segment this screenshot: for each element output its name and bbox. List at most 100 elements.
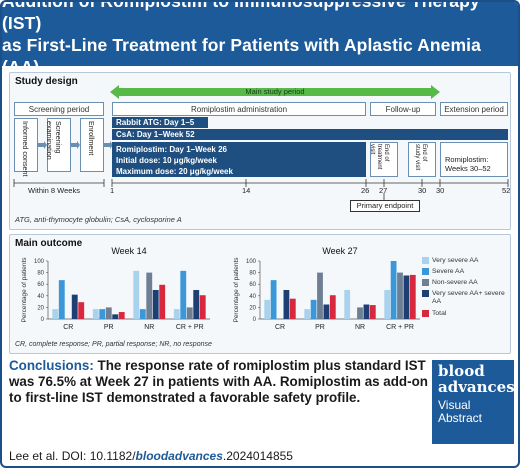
bar-w14-CRPR-s3 xyxy=(193,290,200,319)
chart-xtick-label-w27: NR xyxy=(355,324,365,331)
primary-endpoint-box: Primary endpoint xyxy=(350,200,420,212)
main-outcome-heading: Main outcome xyxy=(15,238,83,249)
bar-w27-CRPR-s0 xyxy=(384,290,391,319)
bar-w14-NR-s4 xyxy=(159,284,166,319)
enrollment-label: Enrollment xyxy=(87,121,96,156)
outcome-abbreviations: CR, complete response; PR, partial respo… xyxy=(15,341,212,348)
legend-swatch-very-severe xyxy=(422,257,429,264)
study-design-panel: Study design Main study period Screening… xyxy=(9,72,511,230)
atg-bar: Rabbit ATG: Day 1–5 xyxy=(112,117,208,128)
bar-w14-CR-s0 xyxy=(52,309,59,319)
citation-suffix: .2024014855 xyxy=(222,449,293,463)
chart-ylabel-w27: Percentage of patients xyxy=(233,257,240,323)
bar-w27-PR-s2 xyxy=(317,272,323,319)
week-26: 26 xyxy=(361,186,370,195)
logo-abstract: Abstract xyxy=(438,411,483,425)
bar-w14-CR-s3 xyxy=(71,294,78,319)
bar-w27-CRPR-s3 xyxy=(403,275,410,319)
bar-w14-CR-s4 xyxy=(78,302,85,319)
end-study-label: End of study visit xyxy=(414,144,427,171)
chart-ytick-label-w27: 100 xyxy=(246,259,257,265)
bar-w14-PR-s0 xyxy=(92,309,99,319)
endpoint-tick xyxy=(383,193,385,201)
chart-ytick-label-w27: 20 xyxy=(249,305,256,311)
bar-w14-NR-s2 xyxy=(146,272,153,319)
week-30a: 30 xyxy=(418,186,427,195)
title-line-1: Addition of Romiplostim to Immunosuppres… xyxy=(2,0,480,33)
bar-w27-CR-s0 xyxy=(264,299,271,319)
week-52: 52 xyxy=(502,186,511,195)
bar-w14-NR-s0 xyxy=(133,270,140,319)
extension-period-box: Extension period xyxy=(440,102,508,116)
chart-xtick-label-w14: NR xyxy=(144,324,154,331)
chart-ylabel-w14: Percentage of patients xyxy=(21,257,28,323)
extension-box xyxy=(440,142,508,177)
chart-ytick-label-w14: 0 xyxy=(41,317,45,323)
title-banner: Addition of Romiplostim to Immunosuppres… xyxy=(2,0,518,77)
bar-w27-NR-s3 xyxy=(363,304,370,319)
bar-w27-PR-s1 xyxy=(310,299,317,319)
bar-w14-CR-s1 xyxy=(58,280,65,319)
csa-bar: CsA: Day 1–Week 52 xyxy=(112,129,508,140)
extension-label: Romiplostim: Weeks 30–52 xyxy=(445,155,491,173)
chart-title-w14: Week 14 xyxy=(111,246,146,256)
bar-w27-NR-s2 xyxy=(357,307,363,319)
bar-w14-CRPR-s0 xyxy=(173,309,180,319)
screening-arrows xyxy=(38,141,113,149)
logo-visual: Visual xyxy=(438,398,471,412)
romi-initial-dose: Initial dose: 10 μg/kg/week xyxy=(116,156,217,165)
chart-xtick-label-w14: CR xyxy=(63,324,73,331)
bar-w14-CRPR-s4 xyxy=(199,295,206,319)
within-label: Within 8 Weeks xyxy=(28,186,80,195)
week-30b: 30 xyxy=(436,186,445,195)
bar-w27-CR-s4 xyxy=(289,298,296,319)
romi-schedule: Romiplostim: Day 1–Week 26 xyxy=(116,145,228,154)
chart-ytick-label-w27: 40 xyxy=(249,294,256,300)
week-1: 1 xyxy=(110,186,115,195)
design-abbreviations: ATG, anti-thymocyte globulin; CsA, cyclo… xyxy=(15,215,182,224)
bar-w14-CRPR-s2 xyxy=(186,307,193,319)
legend-total: Total xyxy=(432,310,447,317)
romiplostim-admin-box: Romiplostim administration xyxy=(112,102,366,116)
week-27: 27 xyxy=(379,186,388,195)
logo-advances: advances xyxy=(438,378,515,396)
citation-journal: bloodadvances xyxy=(135,449,223,463)
chart-ytick-label-w27: 0 xyxy=(253,317,257,323)
conclusion: Conclusions: The response rate of romipl… xyxy=(9,358,429,406)
conclusion-lead: Conclusions: xyxy=(9,358,94,373)
bar-w14-PR-s1 xyxy=(99,309,106,319)
timeline-axis xyxy=(13,179,509,187)
legend-swatch-non-severe xyxy=(422,279,429,286)
screening-exam-box xyxy=(47,118,71,172)
week-14: 14 xyxy=(242,186,251,195)
legend-severe: Severe AA xyxy=(432,268,465,275)
end-treatment-box xyxy=(370,142,398,177)
outcome-charts: Week 14 Percentage of patients 0 20 40 60 80 10… xyxy=(21,246,420,331)
chart-ytick-label-w14: 40 xyxy=(37,294,44,300)
bar-w14-PR-s2 xyxy=(105,307,112,319)
legend-very-severe: Very severe AA xyxy=(432,257,479,264)
chart-ytick-label-w14: 60 xyxy=(37,282,44,288)
bar-w27-CR-s1 xyxy=(270,280,277,319)
legend-combined: Very severe AA+ severe AA xyxy=(432,290,505,305)
romi-max-dose: Maximum dose: 20 μg/kg/week xyxy=(116,167,233,176)
conclusion-body: The response rate of romiplostim plus st… xyxy=(9,358,428,405)
study-design-heading: Study design xyxy=(15,76,78,87)
bar-w14-NR-s3 xyxy=(152,290,159,319)
end-treatment-label: End of treatment visit xyxy=(369,144,389,170)
citation-prefix: Lee et al. DOI: 10.1182/ xyxy=(9,449,136,463)
chart-ytick-label-w27: 80 xyxy=(249,271,256,277)
legend-swatch-combined xyxy=(422,290,429,297)
bar-w14-PR-s4 xyxy=(118,312,125,319)
screening-period-box: Screening period xyxy=(14,102,104,116)
chart-xtick-label-w27: PR xyxy=(315,324,325,331)
bar-w27-NR-s4 xyxy=(369,305,376,319)
bar-w27-CR-s3 xyxy=(283,290,290,319)
chart-legend: Very severe AA Severe AA Non-severe AA V… xyxy=(422,257,512,327)
legend-non-severe: Non-severe AA xyxy=(432,279,478,286)
main-period-label: Main study period xyxy=(245,87,305,96)
bar-w27-CRPR-s2 xyxy=(397,272,403,319)
bar-w27-PR-s0 xyxy=(304,309,311,319)
conclusion-text: Conclusions: The response rate of romipl… xyxy=(9,358,429,406)
